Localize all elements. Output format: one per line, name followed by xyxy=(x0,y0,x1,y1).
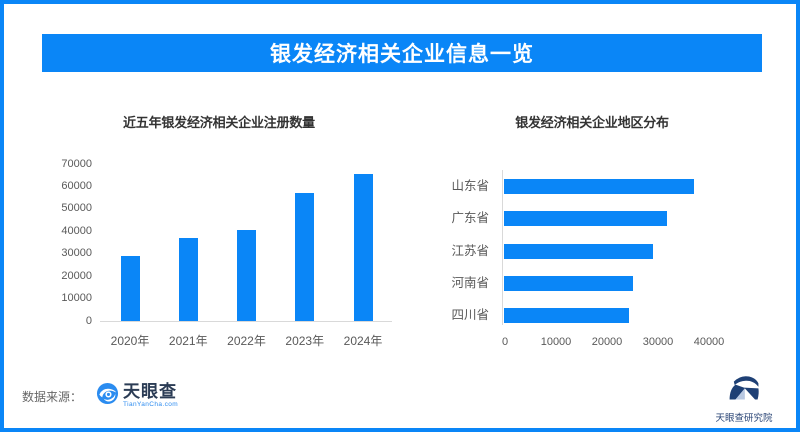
right-chart-title: 银发经济相关企业地区分布 xyxy=(515,115,669,130)
x-axis-category-label: 2020年 xyxy=(110,334,150,348)
region-distribution-bar-chart: 山东省广东省江苏省河南省四川省 0 10000 20000 30000 40000 xyxy=(451,170,761,348)
bar-山东省 xyxy=(504,179,695,194)
y-axis-tick-label: 50000 xyxy=(61,202,92,215)
data-source: 数据来源： 天眼查 TianYanCha.com xyxy=(22,382,178,410)
left-chart-title: 近五年银发经济相关企业注册数量 xyxy=(122,115,315,130)
x-axis-tick-label: 0 xyxy=(501,336,509,348)
y-axis-category-label: 江苏省 xyxy=(451,243,489,258)
bar-2020年 xyxy=(120,256,140,321)
x-axis-category-label: 2023年 xyxy=(285,334,325,348)
y-axis-category-label: 广东省 xyxy=(451,211,489,226)
data-source-label: 数据来源： xyxy=(22,389,83,404)
y-axis-tick-label: 70000 xyxy=(61,157,92,170)
tianyancha-wordmark: 天眼查 TianYanCha.com xyxy=(123,382,179,409)
bar-2024年 xyxy=(353,173,373,321)
y-axis-tick-label: 40000 xyxy=(61,224,92,237)
x-axis-category-label: 2024年 xyxy=(343,334,383,348)
research-institute-icon xyxy=(727,374,761,407)
y-axis-category-label: 山东省 xyxy=(451,179,489,193)
x-axis-tick-label: 10000 xyxy=(540,336,572,348)
registrations-bar-chart: 0 10000 20000 30000 40000 50000 60000 70000 2020… xyxy=(61,158,392,348)
y-axis-tick-label: 60000 xyxy=(61,179,92,192)
y-axis-tick-label: 0 xyxy=(85,314,92,327)
y-axis-tick-label: 20000 xyxy=(61,269,92,282)
bar-江苏省 xyxy=(504,243,653,259)
bar-河南省 xyxy=(504,275,633,291)
tianyancha-eye-icon xyxy=(96,382,119,410)
bar-四川省 xyxy=(504,308,629,324)
bar-2022年 xyxy=(237,230,256,321)
tianyancha-logo: 天眼查 TianYanCha.com xyxy=(96,382,178,410)
y-axis-category-label: 河南省 xyxy=(451,275,489,290)
x-axis-tick-label: 40000 xyxy=(693,336,725,348)
bar-2023年 xyxy=(295,193,315,321)
x-axis-category-label: 2022年 xyxy=(227,334,266,348)
page-title: 银发经济相关企业信息一览 xyxy=(270,43,534,66)
research-institute-logo: 天眼查研究院 xyxy=(710,374,778,424)
y-axis-tick-label: 30000 xyxy=(61,247,92,260)
y-axis-tick-label: 10000 xyxy=(61,292,92,305)
x-axis-category-label: 2021年 xyxy=(168,334,208,348)
x-axis-tick-label: 20000 xyxy=(591,336,623,348)
x-axis-tick-label: 30000 xyxy=(642,336,674,348)
bar-广东省 xyxy=(504,211,668,227)
bar-2021年 xyxy=(178,237,198,321)
header-banner: 银发经济相关企业信息一览 xyxy=(42,34,762,72)
research-institute-name: 天眼查研究院 xyxy=(715,413,773,424)
y-axis-category-label: 四川省 xyxy=(451,308,489,323)
